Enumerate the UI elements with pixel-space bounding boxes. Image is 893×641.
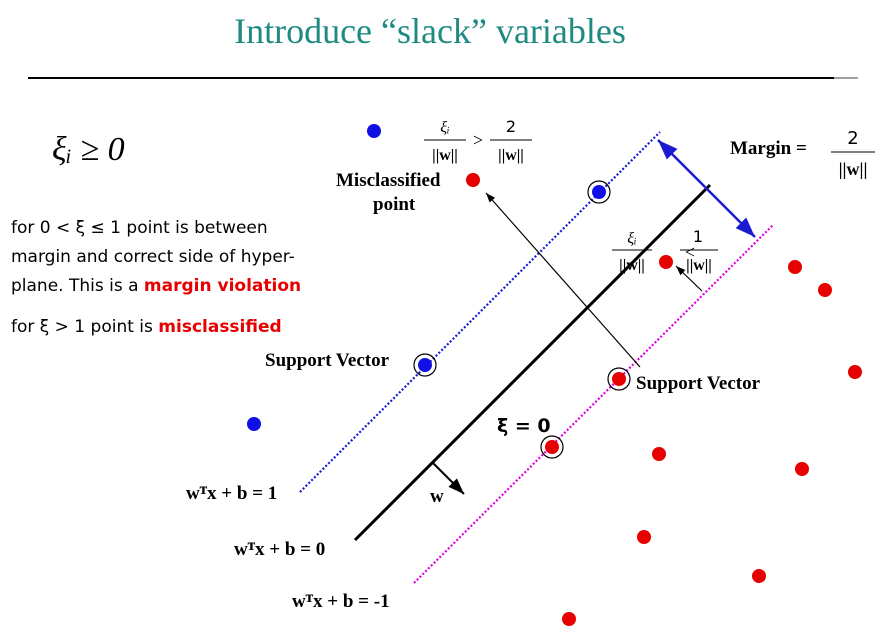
margin-frac-num: 2 <box>847 128 858 149</box>
text-line-1: for 0 < ξ ≤ 1 point is between <box>11 218 268 238</box>
red-point-margin-violation <box>659 255 673 269</box>
margin-arrow-back <box>657 139 706 188</box>
blue-support-vector <box>418 358 432 372</box>
support-vector-ring <box>413 353 437 377</box>
top-right-frac-num: 2 <box>506 117 516 136</box>
red-point <box>637 530 651 544</box>
red-point-misclassified <box>466 173 480 187</box>
blue-point <box>367 124 381 138</box>
red-point <box>652 447 666 461</box>
red-point <box>818 283 832 297</box>
slack-arrow-misclassified <box>485 192 641 368</box>
label-support-vector-left: Support Vector <box>265 350 390 371</box>
text-line-3: plane. This is a margin violation <box>11 276 301 296</box>
text-line-2: margin and correct side of hyper- <box>11 247 295 267</box>
label-xi-zero: ξ = 0 <box>497 415 551 437</box>
text-line-3-part: plane. This is a <box>11 276 144 296</box>
mid-right-frac-den: ||w|| <box>686 257 712 274</box>
red-point <box>788 260 802 274</box>
mid-left-frac-num: ξᵢ <box>627 230 636 247</box>
red-support-vector <box>545 440 559 454</box>
mid-right-frac-num: 1 <box>693 227 703 246</box>
misclassified-term: misclassified <box>158 317 281 337</box>
top-right-frac-den: ||w|| <box>498 147 524 164</box>
equation-plus-one: wᵀx + b = 1 <box>186 483 277 504</box>
text-line-4: for ξ > 1 point is misclassified <box>11 317 282 337</box>
text-line-4-part: for ξ > 1 point is <box>11 317 158 337</box>
red-point <box>562 612 576 626</box>
margin-frac-den: ||w|| <box>839 159 868 179</box>
label-w: w <box>430 486 444 507</box>
mid-left-frac-den: ||w|| <box>619 257 645 274</box>
slack-arrow-violation <box>675 265 703 292</box>
blue-point <box>247 417 261 431</box>
red-point <box>795 462 809 476</box>
hyperplane-minus-one <box>413 224 774 584</box>
top-operator: > <box>473 130 483 150</box>
margin-arrow <box>704 186 756 238</box>
support-vector-ring <box>587 180 611 204</box>
label-support-vector-right: Support Vector <box>636 373 761 394</box>
mid-operator: < <box>685 242 695 262</box>
normal-vector-w <box>431 461 465 495</box>
red-point <box>752 569 766 583</box>
slide-title: Introduce “slack” variables <box>234 11 626 51</box>
hyperplane-zero <box>353 183 712 542</box>
label-point: point <box>373 194 416 215</box>
text-line-1-part: for 0 < ξ ≤ 1 point is between <box>11 218 268 238</box>
equation-zero: wᵀx + b = 0 <box>234 539 325 560</box>
top-left-frac-den: ||w|| <box>432 147 458 164</box>
blue-support-vector <box>592 185 606 199</box>
red-support-vector <box>612 372 626 386</box>
support-vector-ring <box>540 435 564 459</box>
top-left-frac-num: ξᵢ <box>440 119 449 136</box>
red-point <box>848 365 862 379</box>
label-margin: Margin = <box>730 138 807 159</box>
support-vector-ring <box>607 367 631 391</box>
margin-violation-term: margin violation <box>144 276 301 296</box>
equation-minus-one: wᵀx + b = -1 <box>292 591 390 612</box>
xi-condition: ξᵢ ≥ 0 <box>52 131 125 168</box>
label-misclassified: Misclassified <box>336 170 441 191</box>
